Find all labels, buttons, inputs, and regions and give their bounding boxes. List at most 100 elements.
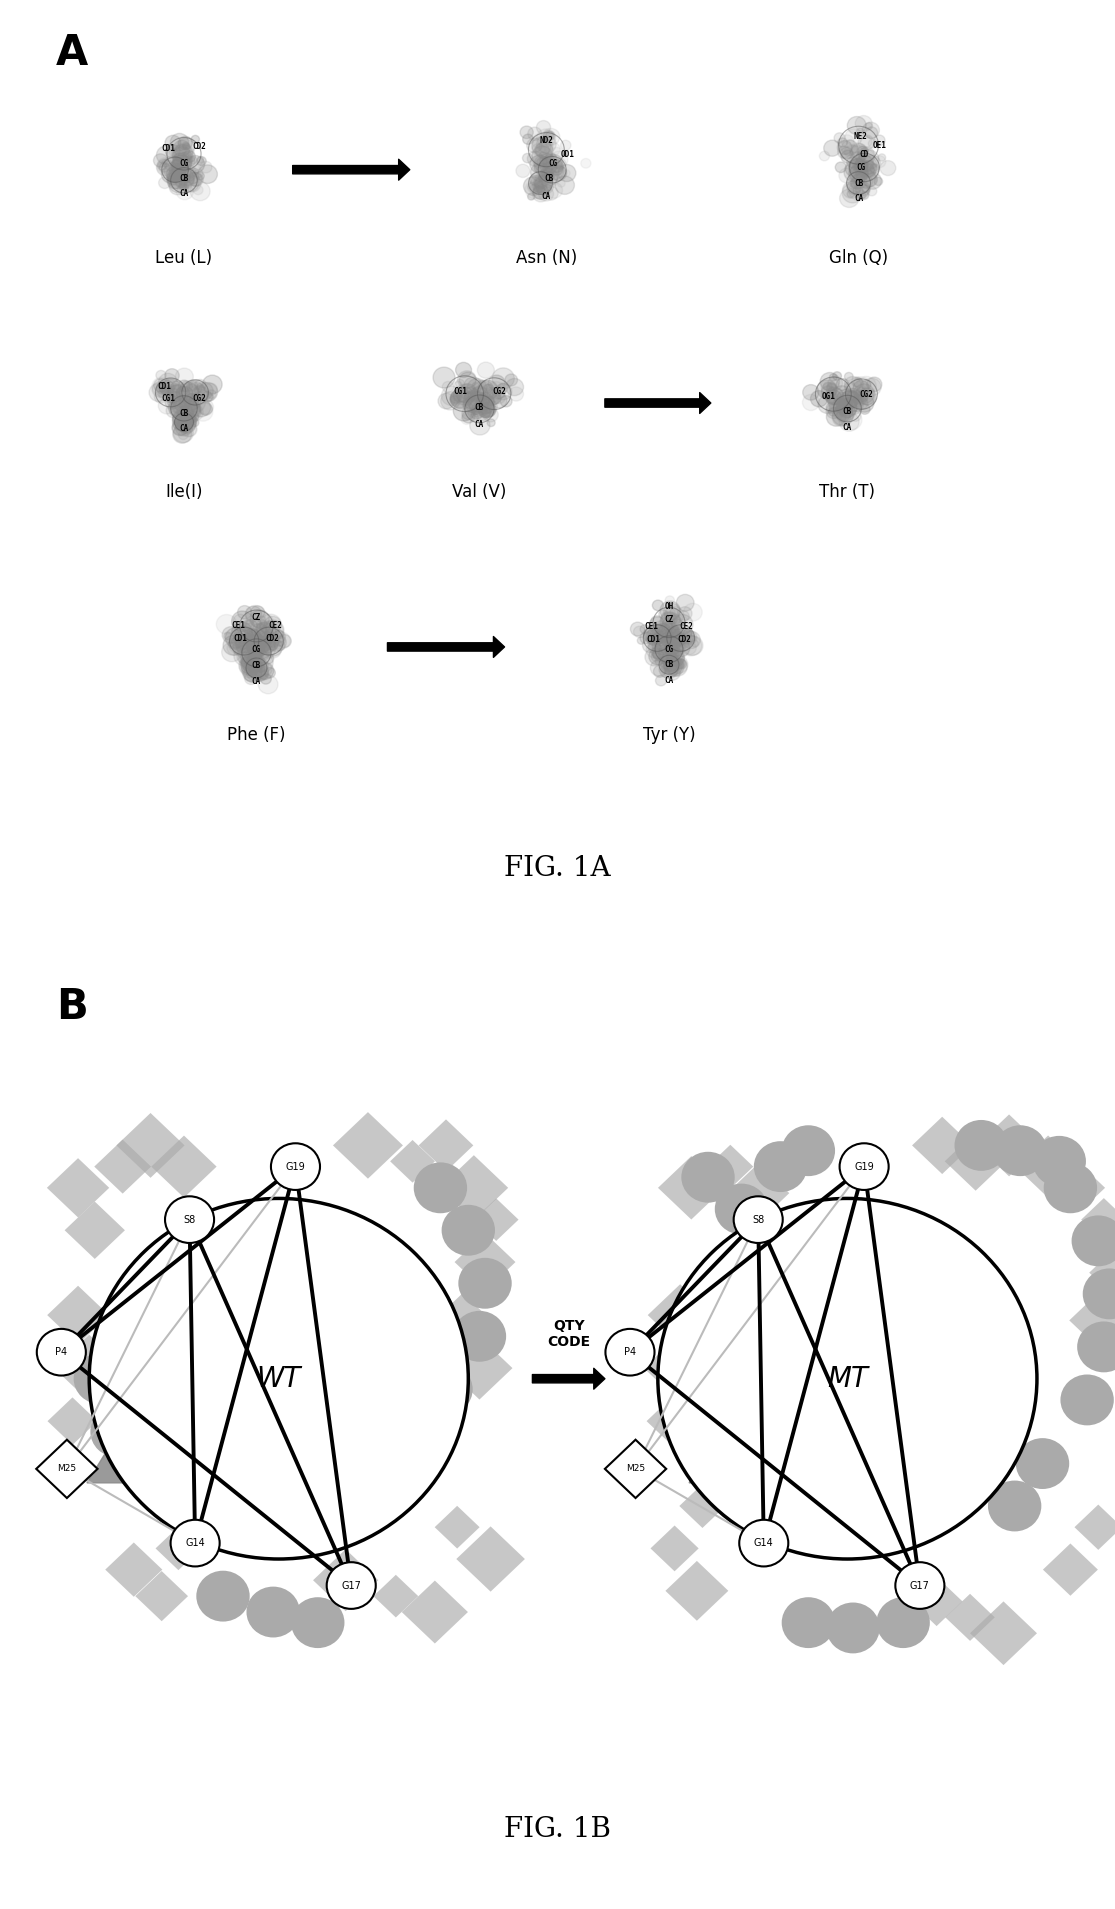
Circle shape bbox=[200, 162, 212, 174]
Circle shape bbox=[838, 403, 852, 416]
Circle shape bbox=[527, 193, 535, 200]
Circle shape bbox=[673, 643, 681, 649]
Circle shape bbox=[242, 619, 258, 634]
Circle shape bbox=[198, 403, 212, 416]
Circle shape bbox=[535, 174, 547, 185]
Circle shape bbox=[661, 636, 670, 645]
Circle shape bbox=[669, 615, 686, 630]
Text: CG: CG bbox=[180, 158, 188, 168]
Circle shape bbox=[840, 189, 859, 208]
Circle shape bbox=[459, 384, 476, 399]
Circle shape bbox=[663, 603, 680, 620]
Circle shape bbox=[849, 176, 861, 187]
Circle shape bbox=[176, 143, 186, 155]
Circle shape bbox=[443, 382, 454, 393]
Circle shape bbox=[843, 403, 851, 410]
Circle shape bbox=[827, 1604, 879, 1653]
Circle shape bbox=[264, 636, 279, 649]
Circle shape bbox=[659, 609, 668, 619]
Circle shape bbox=[739, 1520, 788, 1567]
Circle shape bbox=[176, 386, 190, 399]
Circle shape bbox=[229, 634, 250, 655]
Circle shape bbox=[246, 628, 259, 640]
Circle shape bbox=[847, 181, 861, 195]
Circle shape bbox=[224, 632, 232, 640]
Circle shape bbox=[534, 157, 550, 172]
Circle shape bbox=[826, 403, 842, 418]
Polygon shape bbox=[374, 1575, 418, 1617]
Circle shape bbox=[244, 659, 261, 676]
Circle shape bbox=[254, 659, 269, 672]
Circle shape bbox=[821, 378, 840, 395]
Text: CA: CA bbox=[475, 420, 484, 428]
Circle shape bbox=[173, 410, 192, 428]
Circle shape bbox=[656, 676, 667, 685]
Circle shape bbox=[850, 158, 861, 170]
Circle shape bbox=[263, 640, 271, 647]
Circle shape bbox=[658, 641, 670, 653]
Text: CE2: CE2 bbox=[268, 622, 282, 630]
Text: G19: G19 bbox=[285, 1161, 306, 1172]
Circle shape bbox=[662, 651, 677, 666]
Polygon shape bbox=[650, 1525, 699, 1571]
Circle shape bbox=[233, 640, 249, 655]
Text: CA: CA bbox=[665, 676, 673, 685]
Circle shape bbox=[246, 630, 261, 643]
Circle shape bbox=[239, 622, 258, 641]
Circle shape bbox=[543, 155, 559, 170]
Circle shape bbox=[662, 619, 675, 630]
Circle shape bbox=[841, 410, 862, 430]
Circle shape bbox=[198, 399, 213, 414]
Circle shape bbox=[671, 619, 683, 630]
Circle shape bbox=[450, 393, 460, 403]
Circle shape bbox=[663, 657, 683, 676]
Circle shape bbox=[187, 380, 202, 395]
Circle shape bbox=[668, 653, 676, 661]
Circle shape bbox=[833, 409, 843, 418]
Circle shape bbox=[450, 388, 472, 409]
Circle shape bbox=[182, 399, 201, 418]
Circle shape bbox=[242, 662, 253, 674]
Circle shape bbox=[536, 164, 551, 178]
Circle shape bbox=[852, 145, 860, 153]
Circle shape bbox=[822, 382, 837, 397]
Circle shape bbox=[471, 391, 484, 405]
Circle shape bbox=[672, 628, 689, 645]
Circle shape bbox=[178, 137, 195, 153]
Circle shape bbox=[185, 157, 195, 166]
Circle shape bbox=[222, 626, 240, 643]
Circle shape bbox=[167, 395, 175, 403]
Circle shape bbox=[164, 162, 182, 179]
Circle shape bbox=[180, 382, 198, 401]
Circle shape bbox=[536, 185, 544, 193]
Circle shape bbox=[246, 657, 259, 670]
Circle shape bbox=[493, 391, 505, 403]
Circle shape bbox=[231, 636, 248, 651]
Circle shape bbox=[250, 634, 262, 645]
Circle shape bbox=[661, 613, 673, 624]
Circle shape bbox=[197, 157, 204, 162]
Polygon shape bbox=[970, 1602, 1037, 1665]
Circle shape bbox=[850, 143, 866, 158]
Circle shape bbox=[553, 160, 562, 168]
Circle shape bbox=[180, 393, 198, 412]
Circle shape bbox=[236, 626, 251, 640]
Circle shape bbox=[755, 1142, 806, 1191]
Circle shape bbox=[683, 603, 702, 620]
Circle shape bbox=[676, 659, 687, 668]
Circle shape bbox=[652, 636, 672, 655]
Text: CD1: CD1 bbox=[157, 382, 171, 391]
Circle shape bbox=[534, 176, 554, 195]
Circle shape bbox=[851, 376, 871, 395]
Circle shape bbox=[260, 615, 281, 636]
Circle shape bbox=[659, 661, 678, 678]
Circle shape bbox=[274, 636, 285, 645]
Circle shape bbox=[250, 655, 256, 661]
Circle shape bbox=[244, 619, 263, 636]
Circle shape bbox=[250, 649, 262, 661]
Circle shape bbox=[669, 643, 683, 657]
Circle shape bbox=[672, 649, 681, 657]
Circle shape bbox=[653, 634, 663, 643]
Circle shape bbox=[861, 395, 867, 401]
Circle shape bbox=[488, 391, 501, 405]
